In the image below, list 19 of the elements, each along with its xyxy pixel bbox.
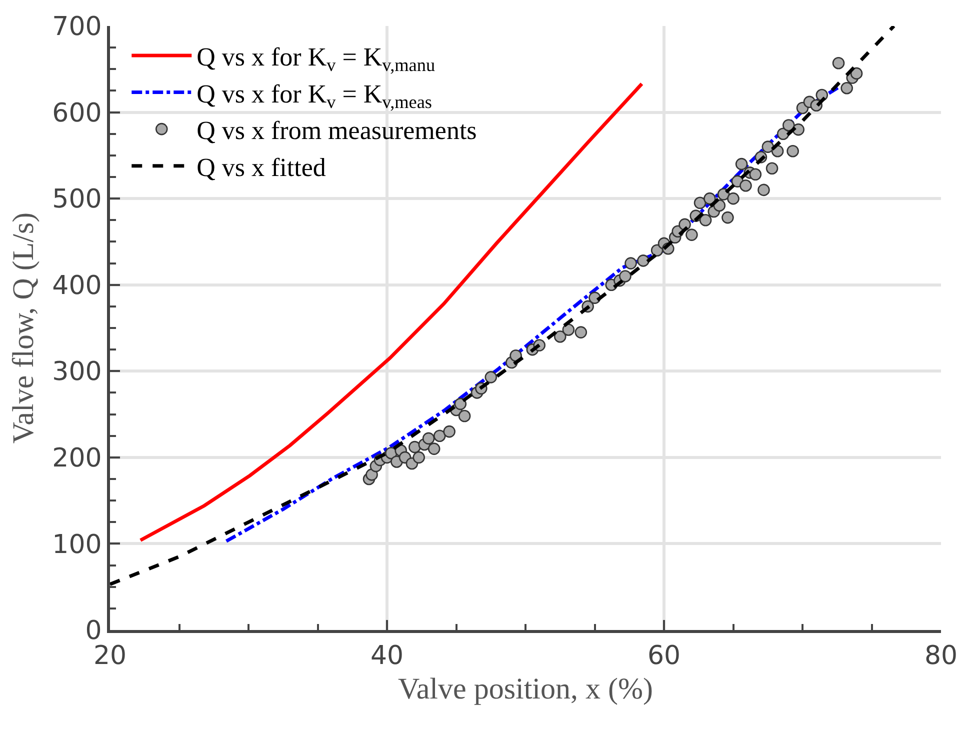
x-tick-label: 40 [370,641,404,672]
y-tick-label: 200 [52,444,102,474]
y-tick-label: 600 [52,98,102,128]
x-tick-label: 20 [93,641,127,672]
y-tick-label: 100 [52,530,102,560]
y-tick-label: 300 [52,357,102,388]
x-tick-label: 80 [924,641,958,672]
legend-label: Q vs x fitted [196,152,326,182]
x-axis-title: Valve position, x (%) [398,672,653,706]
legend-label: Q vs x for K$_{v}$ = K$_{v,meas}$ [196,79,432,112]
y-tick-label: 400 [52,270,102,301]
y-tick-label: 500 [52,184,102,215]
line-series [110,26,896,586]
line-series [138,82,644,542]
x-tick-label: 60 [647,641,681,672]
y-tick-label: 700 [52,12,102,42]
legend-label: Q vs x from measurements [196,116,477,146]
legend-label: Q vs x for K$_{v}$ = K$_{v,manu}$ [196,42,436,76]
y-axis-title: Valve flow, Q (L/s) [7,212,40,444]
